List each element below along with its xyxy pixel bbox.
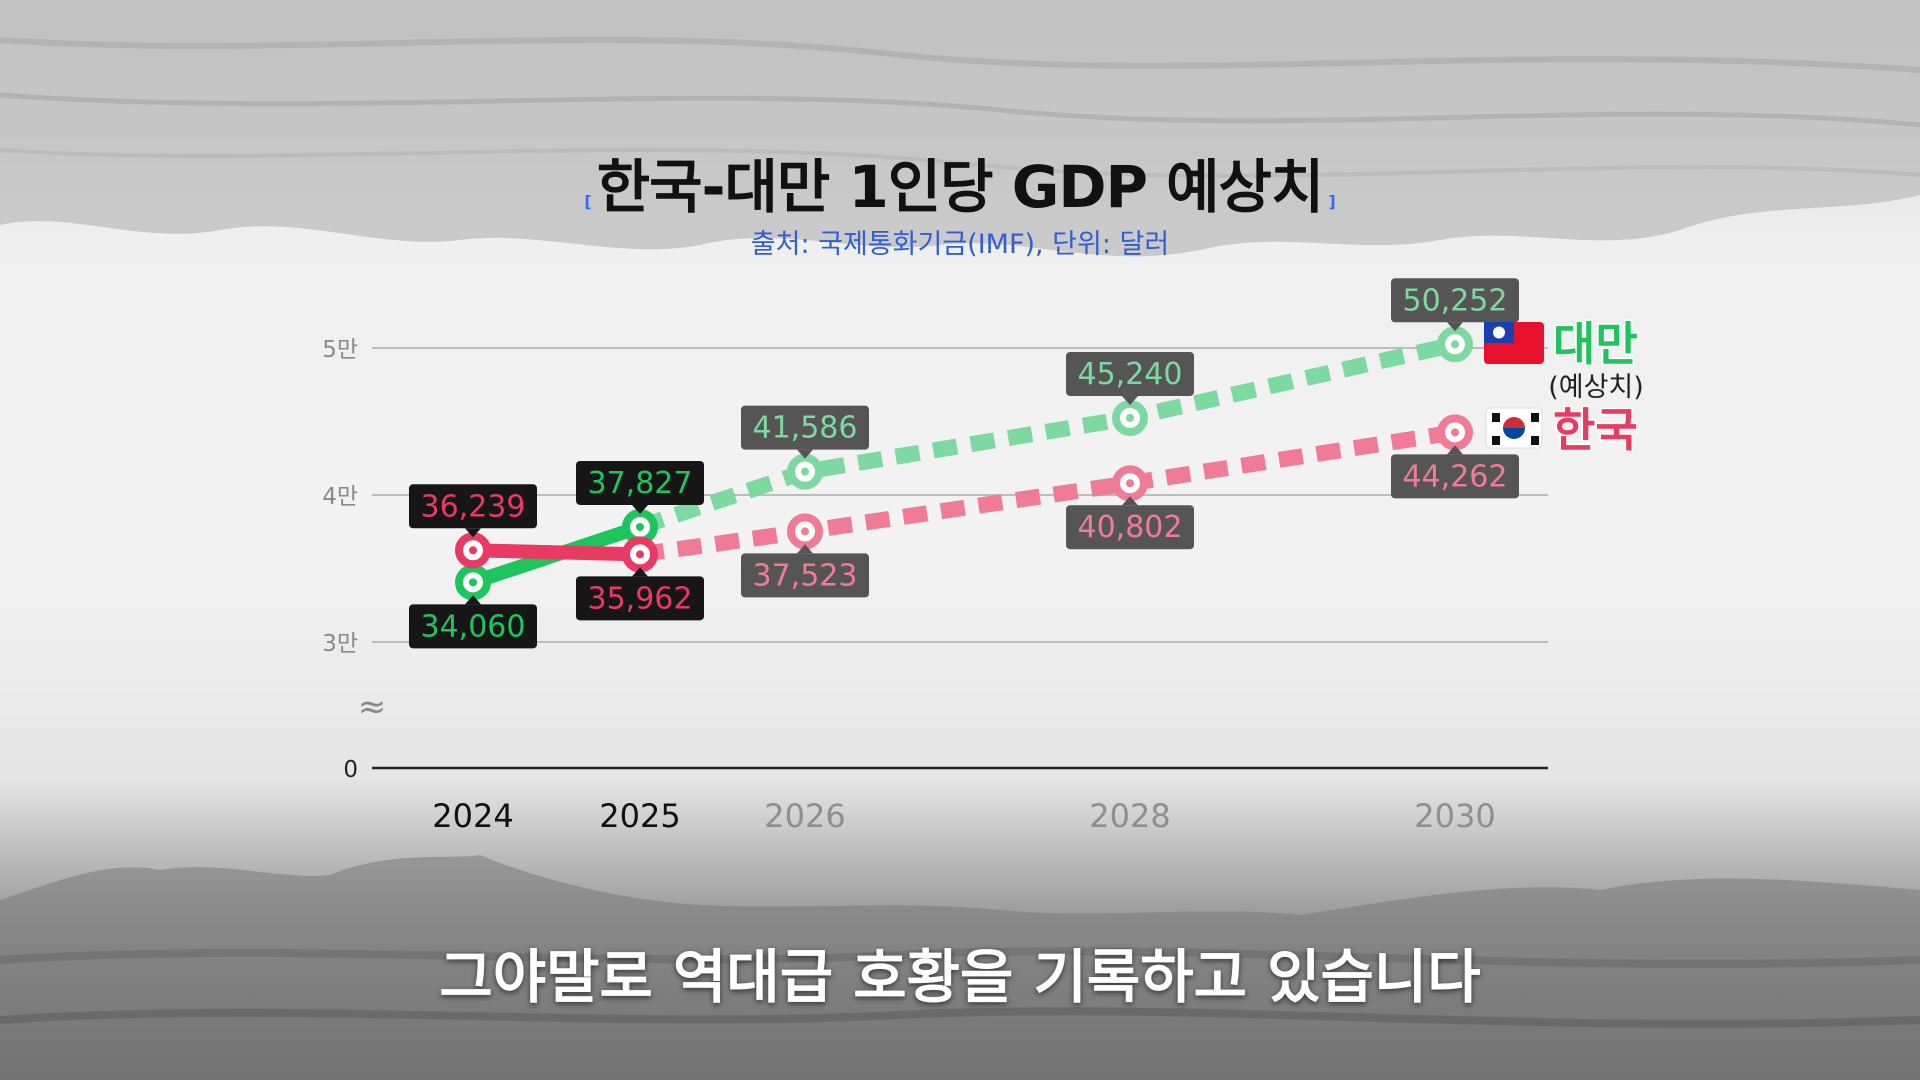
y-tick-label: 5만 — [322, 337, 358, 363]
data-point-core-korea — [636, 550, 644, 559]
title-bracket-close: ] — [1328, 192, 1336, 211]
data-point-core-korea — [1451, 428, 1459, 437]
data-label-box — [576, 460, 704, 505]
legend-taiwan-label: 대만 — [1553, 317, 1638, 371]
legend-korea-label: 한국 — [1553, 403, 1638, 457]
taiwan-flag-icon — [1484, 322, 1544, 364]
legend-taiwan-note: (예상치) — [1548, 372, 1644, 403]
korea-flag-trigram — [1531, 436, 1539, 445]
data-label-korea: 37,523 — [741, 544, 869, 598]
data-label-korea: 40,802 — [1066, 496, 1194, 550]
korea-flag-trigram — [1492, 413, 1500, 422]
data-label-text: 41,586 — [753, 411, 858, 446]
title-bracket-open: [ — [584, 192, 592, 211]
data-point-core-taiwan — [801, 467, 809, 476]
data-point-core-taiwan — [636, 522, 644, 531]
data-label-text: 37,523 — [753, 558, 858, 593]
data-label-pointer — [632, 567, 648, 577]
axis-break-mark: ≈ — [358, 687, 387, 727]
chart-subtitle: 출처: 국제통화기금(IMF), 단위: 달러 — [750, 229, 1170, 260]
data-point-core-taiwan — [1126, 413, 1134, 422]
subtitle-caption: 그야말로 역대급 호황을 기록하고 있습니다 — [439, 943, 1481, 1011]
data-label-taiwan: 41,586 — [741, 405, 869, 459]
data-label-pointer — [632, 504, 648, 514]
data-label-box — [1066, 351, 1194, 396]
korea-flag-trigram — [1531, 413, 1539, 422]
data-label-korea: 35,962 — [576, 567, 704, 621]
data-label-pointer — [797, 544, 813, 554]
data-label-taiwan: 50,252 — [1391, 278, 1519, 332]
data-label-box — [409, 484, 537, 529]
series-line-korea-actual — [466, 543, 647, 562]
data-label-pointer — [1447, 322, 1463, 332]
data-point-core-taiwan — [469, 578, 477, 587]
data-point-core-korea — [469, 546, 477, 555]
data-label-pointer — [797, 449, 813, 459]
taiwan-flag-sun — [1493, 326, 1505, 339]
data-label-text: 44,262 — [1403, 459, 1508, 494]
korea-flag-trigram — [1492, 436, 1500, 445]
chart-title: [ 한국-대만 1인당 GDP 예상치 ] — [0, 140, 1920, 224]
data-label-pointer — [1122, 496, 1138, 506]
korea-flag-icon — [1485, 407, 1543, 449]
data-label-pointer — [1122, 395, 1138, 405]
y-tick-label: 0 — [343, 757, 358, 783]
chart-title-text: 한국-대만 1인당 GDP 예상치 — [596, 153, 1325, 221]
data-point-core-taiwan — [1451, 340, 1459, 349]
data-label-text: 34,060 — [421, 609, 526, 644]
x-tick-label: 2028 — [1089, 797, 1170, 835]
data-label-box — [741, 405, 869, 450]
data-label-text: 40,802 — [1078, 510, 1183, 545]
x-tick-label: 2024 — [432, 797, 513, 835]
data-label-korea: 44,262 — [1391, 445, 1519, 499]
series-line-korea-forecast — [638, 424, 1457, 563]
data-label-pointer — [465, 528, 481, 538]
data-label-box — [1066, 505, 1194, 550]
korea-flag-taeguk-top — [1503, 417, 1525, 428]
data-label-text: 50,252 — [1403, 283, 1508, 318]
series-line-taiwan-forecast — [637, 336, 1457, 535]
data-label-taiwan: 34,060 — [409, 595, 537, 649]
x-tick-label: 2026 — [764, 797, 845, 835]
data-label-taiwan: 37,827 — [576, 460, 704, 514]
data-label-box — [409, 604, 537, 649]
data-point-core-korea — [801, 527, 809, 536]
data-label-taiwan: 45,240 — [1066, 351, 1194, 405]
data-label-box — [1391, 278, 1519, 323]
data-label-text: 35,962 — [588, 581, 693, 616]
y-tick-label: 3만 — [322, 631, 358, 657]
data-label-box — [1391, 454, 1519, 499]
data-label-pointer — [1447, 445, 1463, 455]
data-point-core-korea — [1126, 479, 1134, 488]
x-tick-label: 2030 — [1414, 797, 1495, 835]
data-label-text: 37,827 — [588, 466, 693, 501]
data-label-box — [576, 576, 704, 621]
data-label-text: 36,239 — [421, 489, 526, 524]
data-label-box — [741, 553, 869, 598]
data-label-pointer — [465, 595, 481, 605]
data-label-text: 45,240 — [1078, 357, 1183, 392]
y-tick-label: 4만 — [322, 484, 358, 510]
data-label-korea: 36,239 — [409, 484, 537, 538]
x-tick-label: 2025 — [599, 797, 680, 835]
korea-flag-taeguk-bottom — [1503, 428, 1525, 439]
